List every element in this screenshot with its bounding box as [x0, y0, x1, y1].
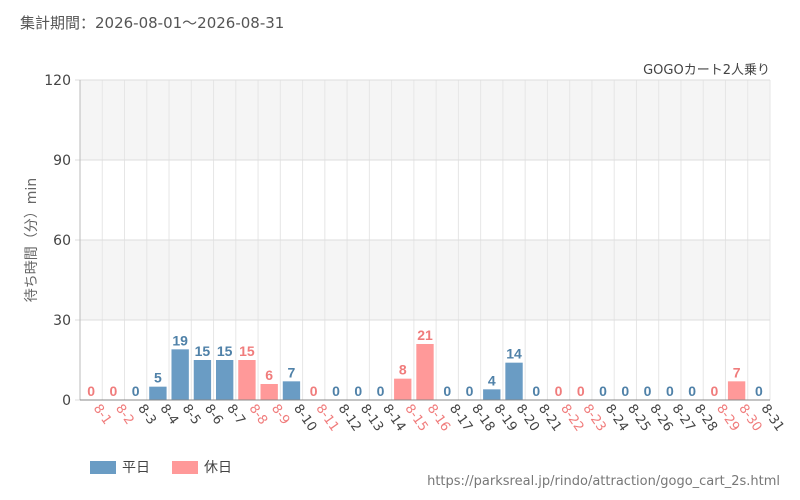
legend-item-holiday: 休日 [172, 457, 232, 477]
bar-8-7 [215, 360, 234, 400]
x-tick-label-8-30: 8-30 [735, 402, 764, 435]
legend-item-weekday: 平日 [90, 457, 150, 477]
value-label-8-11: 0 [310, 383, 318, 399]
x-tick-label-8-24: 8-24 [602, 402, 631, 435]
x-tick-label-8-18: 8-18 [468, 402, 497, 435]
legend-swatch-holiday [172, 460, 198, 474]
x-tick-label-8-6: 8-6 [201, 402, 225, 428]
legend: 平日 休日 [90, 457, 254, 477]
x-tick-label-8-14: 8-14 [379, 402, 408, 435]
value-label-8-15: 8 [399, 362, 407, 378]
bar-8-4 [149, 386, 167, 400]
value-label-8-16: 21 [417, 327, 433, 343]
bar-8-16 [416, 344, 434, 400]
x-tick-label-8-3: 8-3 [134, 402, 158, 428]
y-tick-label: 0 [62, 393, 71, 409]
x-tick-label-8-4: 8-4 [157, 402, 181, 428]
value-label-8-21: 0 [532, 383, 540, 399]
x-tick-label-8-25: 8-25 [624, 402, 653, 435]
value-label-8-29: 0 [710, 383, 718, 399]
value-label-8-3: 0 [132, 383, 140, 399]
value-label-8-10: 7 [288, 364, 296, 380]
value-label-8-30: 7 [733, 364, 741, 380]
value-label-8-14: 0 [377, 383, 385, 399]
grid-band [80, 240, 770, 320]
bar-8-9 [260, 384, 278, 400]
legend-label-holiday: 休日 [204, 460, 232, 476]
value-label-8-26: 0 [644, 383, 652, 399]
x-tick-label-8-28: 8-28 [691, 402, 720, 435]
value-label-8-4: 5 [154, 370, 162, 386]
bar-8-15 [394, 378, 412, 400]
x-tick-label-8-27: 8-27 [669, 402, 698, 435]
x-tick-label-8-19: 8-19 [490, 402, 519, 435]
bar-8-6 [193, 360, 212, 400]
bar-8-5 [171, 349, 189, 400]
x-tick-label-8-9: 8-9 [268, 402, 292, 428]
x-tick-label-8-16: 8-16 [424, 402, 453, 435]
x-tick-label-8-2: 8-2 [112, 402, 136, 428]
x-tick-label-8-15: 8-15 [401, 402, 430, 435]
y-tick-label: 90 [53, 153, 71, 169]
value-label-8-17: 0 [443, 383, 451, 399]
y-tick-label: 30 [53, 313, 71, 329]
legend-label-weekday: 平日 [122, 460, 150, 476]
x-tick-label-8-20: 8-20 [513, 402, 542, 435]
value-label-8-8: 15 [239, 343, 255, 359]
y-tick-label: 120 [44, 73, 71, 89]
value-label-8-23: 0 [577, 383, 585, 399]
value-label-8-24: 0 [599, 383, 607, 399]
x-tick-label-8-22: 8-22 [557, 402, 586, 435]
period-label: 集計期間：2026-08-01～2026-08-31 [20, 14, 285, 32]
value-label-8-18: 0 [466, 383, 474, 399]
x-tick-label-8-23: 8-23 [580, 402, 609, 435]
x-tick-label-8-29: 8-29 [713, 402, 742, 435]
value-label-8-6: 15 [195, 343, 211, 359]
x-tick-label-8-10: 8-10 [290, 402, 319, 435]
value-label-8-12: 0 [332, 383, 340, 399]
value-label-8-22: 0 [555, 383, 563, 399]
x-tick-label-8-26: 8-26 [646, 402, 675, 435]
value-label-8-25: 0 [621, 383, 629, 399]
value-label-8-28: 0 [688, 383, 696, 399]
y-tick-label: 60 [53, 233, 71, 249]
legend-swatch-weekday [90, 460, 116, 474]
value-label-8-27: 0 [666, 383, 674, 399]
value-label-8-19: 4 [488, 372, 496, 388]
grid-band [80, 80, 770, 160]
bar-8-8 [238, 360, 256, 400]
value-label-8-1: 0 [87, 383, 95, 399]
bar-8-30 [727, 381, 746, 400]
x-tick-label-8-21: 8-21 [535, 402, 564, 435]
x-tick-label-8-13: 8-13 [357, 402, 386, 435]
x-tick-label-8-1: 8-1 [90, 402, 114, 428]
value-label-8-7: 15 [217, 343, 233, 359]
x-tick-label-8-5: 8-5 [179, 402, 203, 428]
bar-8-20 [505, 362, 523, 400]
x-tick-label-8-31: 8-31 [758, 402, 787, 435]
value-label-8-9: 6 [265, 367, 273, 383]
bar-8-19 [483, 389, 501, 400]
bar-8-10 [282, 381, 301, 400]
x-tick-label-8-7: 8-7 [223, 402, 247, 428]
value-label-8-5: 19 [172, 332, 188, 348]
x-tick-label-8-8: 8-8 [246, 402, 270, 428]
value-label-8-20: 14 [506, 346, 522, 362]
attraction-name: GOGOカート2人乗り [643, 63, 770, 78]
x-tick-label-8-17: 8-17 [446, 402, 475, 435]
value-label-8-31: 0 [755, 383, 763, 399]
x-tick-label-8-11: 8-11 [312, 402, 341, 435]
source-url: https://parksreal.jp/rindo/attraction/go… [427, 474, 780, 489]
x-tick-label-8-12: 8-12 [335, 402, 364, 435]
value-label-8-2: 0 [109, 383, 117, 399]
value-label-8-13: 0 [354, 383, 362, 399]
